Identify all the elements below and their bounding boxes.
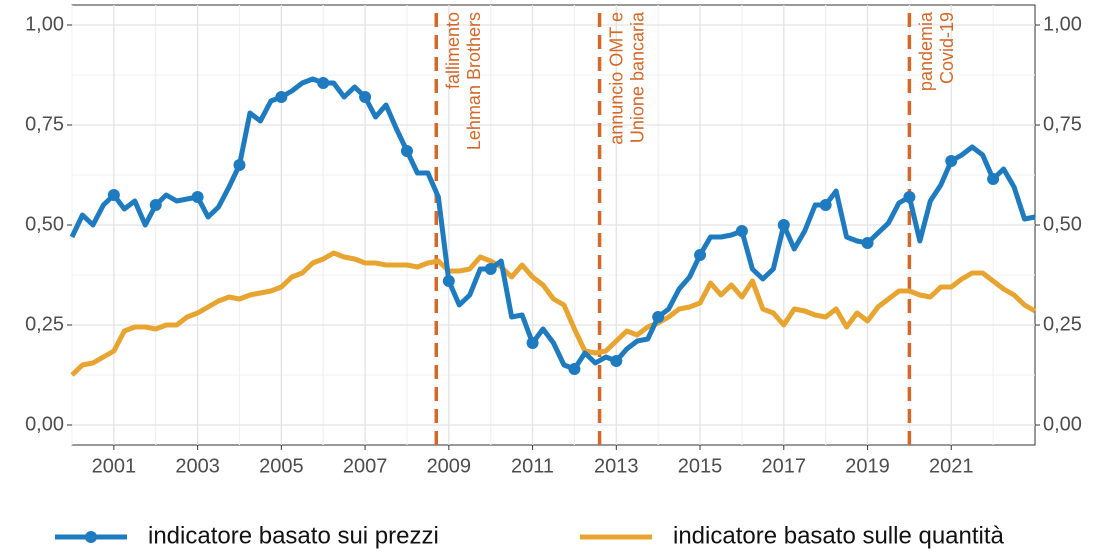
- series-marker: [694, 249, 707, 261]
- series-marker: [359, 91, 372, 103]
- annotation-text: Lehman Brothers: [464, 12, 484, 150]
- annotation-text: Unione bancaria: [627, 11, 647, 143]
- x-tick-label: 2001: [92, 455, 137, 477]
- annotation-text: fallimento: [443, 12, 463, 89]
- y2-tick-label: 0,00: [1043, 413, 1082, 435]
- x-tick-label: 2015: [678, 455, 723, 477]
- x-tick-label: 2021: [929, 455, 974, 477]
- series-marker: [107, 189, 120, 201]
- series-marker: [275, 91, 288, 103]
- y2-tick-label: 0,75: [1043, 113, 1082, 135]
- y-tick-label: 0,00: [25, 413, 64, 435]
- y-tick-label: 0,50: [25, 213, 64, 235]
- y-tick-label: 1,00: [25, 13, 64, 35]
- x-tick-label: 2013: [594, 455, 639, 477]
- x-tick-label: 2011: [511, 455, 554, 477]
- series-marker: [652, 311, 665, 323]
- x-tick-label: 2017: [762, 455, 807, 477]
- legend-marker: [85, 531, 97, 543]
- series-marker: [442, 275, 455, 287]
- x-tick-label: 2005: [259, 455, 304, 477]
- series-marker: [484, 263, 497, 275]
- series-marker: [191, 191, 204, 203]
- annotation-text: Covid-19: [937, 12, 957, 84]
- series-line: [69, 76, 1036, 372]
- y2-tick-label: 0,50: [1043, 213, 1082, 235]
- y2-tick-label: 0,25: [1043, 313, 1082, 335]
- annotation-text: annuncio OMT e: [606, 12, 626, 145]
- series-marker: [735, 225, 748, 237]
- y-tick-label: 0,25: [25, 313, 64, 335]
- legend-label: indicatore basato sui prezzi: [148, 522, 439, 549]
- series-marker: [987, 173, 1000, 185]
- series-marker: [903, 191, 916, 203]
- series-marker: [777, 219, 790, 231]
- series-marker: [317, 77, 330, 89]
- series-marker: [526, 337, 539, 349]
- x-tick-label: 2009: [427, 455, 472, 477]
- series-marker: [400, 145, 413, 157]
- series-marker: [568, 363, 581, 375]
- x-tick-label: 2019: [845, 455, 890, 477]
- y2-tick-label: 1,00: [1043, 13, 1082, 35]
- x-tick-label: 2007: [343, 455, 388, 477]
- series-marker: [610, 355, 623, 367]
- legend-label: indicatore basato sulle quantità: [673, 522, 1005, 549]
- series-marker: [149, 199, 162, 211]
- x-tick-label: 2003: [175, 455, 220, 477]
- series-marker: [861, 237, 874, 249]
- series-marker: [945, 155, 958, 167]
- series-marker: [233, 159, 246, 171]
- series-line: [70, 250, 1037, 377]
- y-tick-label: 0,75: [25, 113, 64, 135]
- series-marker: [819, 199, 832, 211]
- annotation-text: pandemia: [916, 11, 936, 91]
